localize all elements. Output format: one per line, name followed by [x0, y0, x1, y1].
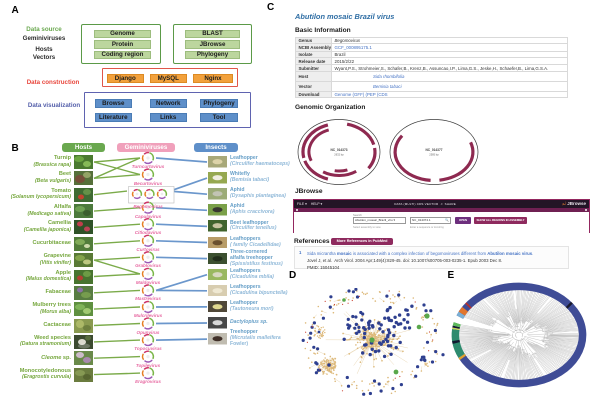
- svg-text:2585 bp: 2585 bp: [429, 153, 439, 157]
- svg-text:NC_014373: NC_014373: [330, 148, 347, 152]
- svg-text:NC_014377: NC_014377: [425, 148, 442, 152]
- svg-text:2632 bp: 2632 bp: [334, 153, 344, 157]
